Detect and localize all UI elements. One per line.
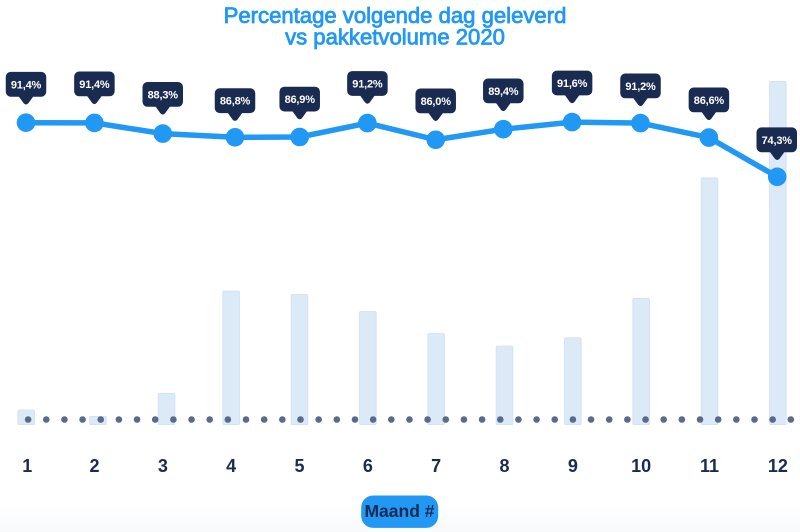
svg-text:91,6%: 91,6%: [557, 78, 588, 90]
svg-text:4: 4: [226, 456, 236, 476]
svg-text:91,4%: 91,4%: [79, 79, 110, 91]
svg-text:7: 7: [431, 456, 441, 476]
svg-text:10: 10: [631, 456, 651, 476]
svg-text:91,4%: 91,4%: [11, 79, 42, 91]
svg-text:89,4%: 89,4%: [488, 86, 519, 98]
svg-text:8: 8: [500, 456, 510, 476]
svg-text:86,9%: 86,9%: [285, 94, 316, 106]
svg-text:Percentage volgende dag geleve: Percentage volgende dag geleverd: [224, 3, 567, 28]
svg-text:86,0%: 86,0%: [421, 96, 452, 108]
svg-text:12: 12: [768, 456, 788, 476]
svg-text:86,8%: 86,8%: [220, 96, 251, 108]
svg-text:1: 1: [22, 456, 32, 476]
svg-text:91,2%: 91,2%: [625, 81, 656, 93]
svg-text:3: 3: [158, 456, 168, 476]
svg-text:Maand #: Maand #: [364, 501, 434, 521]
svg-text:11: 11: [700, 456, 719, 476]
svg-text:6: 6: [363, 456, 373, 476]
svg-text:vs pakketvolume 2020: vs pakketvolume 2020: [285, 24, 505, 49]
svg-text:9: 9: [568, 456, 578, 476]
svg-text:88,3%: 88,3%: [148, 89, 179, 101]
svg-text:91,2%: 91,2%: [352, 79, 383, 91]
svg-text:74,3%: 74,3%: [762, 135, 793, 147]
svg-text:86,6%: 86,6%: [694, 95, 725, 107]
svg-text:2: 2: [90, 456, 100, 476]
svg-text:5: 5: [295, 456, 305, 476]
